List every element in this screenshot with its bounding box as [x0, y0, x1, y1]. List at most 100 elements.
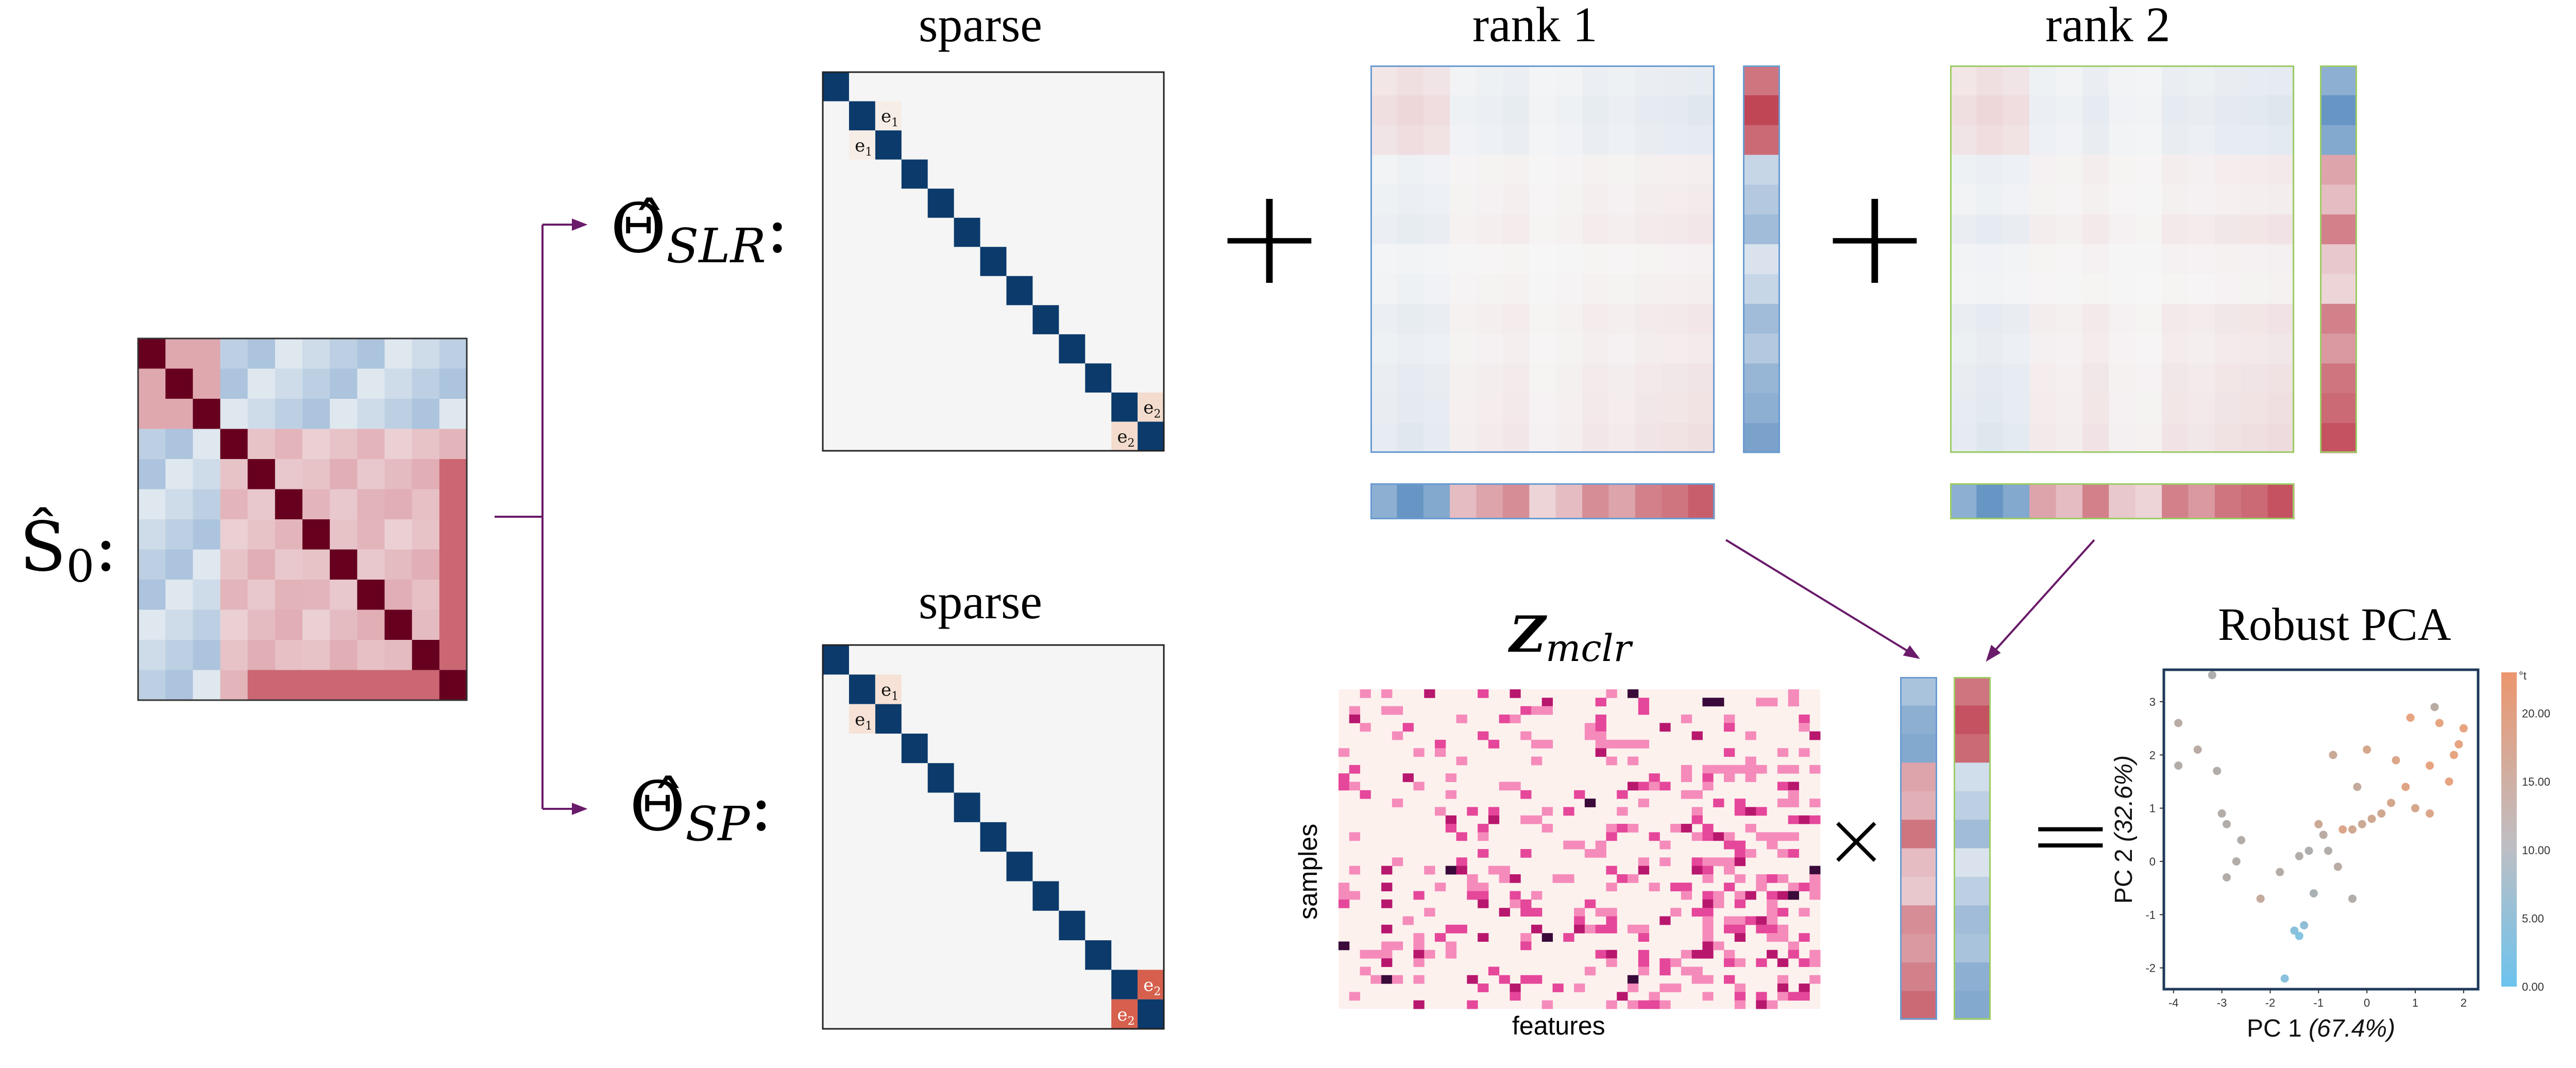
rank-cell [2162, 423, 2189, 453]
heatmap-cell [1445, 941, 1457, 951]
rank-cell [1950, 423, 1977, 453]
heatmap-cell [1467, 975, 1478, 984]
heatmap-cell [1649, 883, 1660, 892]
x-axis-pct: (67.4%) [2309, 1015, 2395, 1042]
sparse-frame [822, 644, 1165, 1030]
heatmap-cell [1628, 975, 1639, 984]
diagonal-cell [875, 704, 902, 734]
s0-cell [439, 489, 467, 520]
heatmap-cell [1584, 799, 1596, 807]
s0-cell [220, 459, 248, 489]
rank-cell [1635, 214, 1662, 245]
rank-cell [2135, 125, 2162, 156]
vector-cell [1900, 876, 1937, 906]
pca-point [2295, 852, 2303, 860]
rank-cell [1397, 244, 1424, 275]
heatmap-cell [1584, 967, 1596, 976]
vector-frame [1954, 677, 1991, 1020]
heatmap-cell [1649, 773, 1660, 782]
vector-cell [1743, 244, 1780, 275]
heatmap-cell [1734, 933, 1746, 942]
rank-cell [2056, 363, 2083, 394]
heatmap-cell [1595, 698, 1606, 707]
heatmap-cell [1724, 883, 1735, 892]
heatmap-cell [1606, 950, 1617, 959]
heatmap-cell [1702, 874, 1714, 883]
rank-cell [1662, 125, 1689, 156]
s0-cell [247, 640, 276, 670]
s0-cell [138, 399, 166, 429]
rank-cell [1635, 184, 1662, 215]
rank-cell [1450, 155, 1477, 185]
heatmap-cell [1767, 1000, 1778, 1009]
heatmap-cell [1777, 958, 1789, 967]
rank-cell [2082, 333, 2109, 364]
rank-cell [1502, 95, 1530, 126]
pca-point [2338, 825, 2347, 834]
rank-cell [2109, 333, 2136, 364]
heatmap-cell [1788, 950, 1799, 959]
rank-cell [2056, 155, 2083, 185]
vector-cell [2135, 483, 2162, 519]
heatmap-cell [1606, 924, 1617, 934]
rank-cell [2082, 125, 2109, 156]
rank-cell [1555, 393, 1583, 423]
rank-cell [2029, 393, 2057, 423]
plus-operator-2: + [1819, 159, 1931, 315]
heatmap-cell [1541, 824, 1553, 833]
heatmap-cell [1541, 739, 1553, 749]
heatmap-cell [1756, 698, 1767, 707]
pca-point [2445, 777, 2453, 786]
x-tick-label: -3 [2217, 996, 2227, 1009]
vector-cell [1954, 905, 1991, 935]
rank-cell [1976, 95, 2004, 126]
rank-cell [2029, 333, 2057, 364]
vector-cell [1635, 483, 1662, 519]
heatmap-cell [1531, 924, 1543, 934]
s0-cell [193, 609, 221, 640]
heatmap-cell [1788, 941, 1799, 951]
heatmap-cell [1638, 866, 1650, 875]
vector-cell [2320, 363, 2357, 394]
heatmap-cell [1767, 933, 1778, 942]
rank-cell [2109, 125, 2136, 156]
arrowhead-top [572, 218, 588, 231]
rank-cell [2241, 214, 2268, 245]
heatmap-cell [1628, 756, 1639, 766]
rank-cell [1950, 155, 1977, 185]
rank-cell [1476, 274, 1503, 304]
rank-cell [1370, 274, 1397, 304]
rank-cell [2267, 155, 2295, 185]
heatmap-cell [1809, 799, 1821, 807]
heatmap-cell [1702, 866, 1714, 875]
heatmap-cell [1777, 908, 1789, 917]
rank-cell [1555, 363, 1583, 394]
diagonal-cell [1138, 999, 1164, 1029]
rank-cell [1502, 274, 1530, 304]
s0-cell [165, 429, 193, 460]
vector-cell [2320, 274, 2357, 304]
heatmap-cell [1691, 857, 1703, 867]
heatmap-cell [1724, 714, 1735, 723]
rank-cell [2214, 184, 2242, 215]
rank-cell [2029, 125, 2057, 156]
heatmap-cell [1767, 908, 1778, 917]
heatmap-cell [1681, 714, 1692, 723]
rank-cell [1688, 423, 1715, 453]
heatmap-cell [1691, 815, 1703, 824]
rank-cell [2029, 244, 2057, 275]
heatmap-cell [1413, 950, 1425, 959]
heatmap-cell [1734, 1000, 1746, 1009]
vector-cell [1582, 483, 1609, 519]
heatmap-cell [1413, 891, 1425, 900]
rank-cell [2241, 155, 2268, 185]
rank-cell [1502, 363, 1530, 394]
rank-cell [1397, 95, 1424, 126]
s0-subscript: 0 [66, 541, 95, 592]
rank-cell [2056, 65, 2083, 96]
s0-cell [193, 640, 221, 670]
rank-cell [1662, 95, 1689, 126]
vector-cell [2003, 483, 2030, 519]
heatmap-cell [1702, 908, 1714, 917]
heatmap-cell [1381, 924, 1393, 934]
